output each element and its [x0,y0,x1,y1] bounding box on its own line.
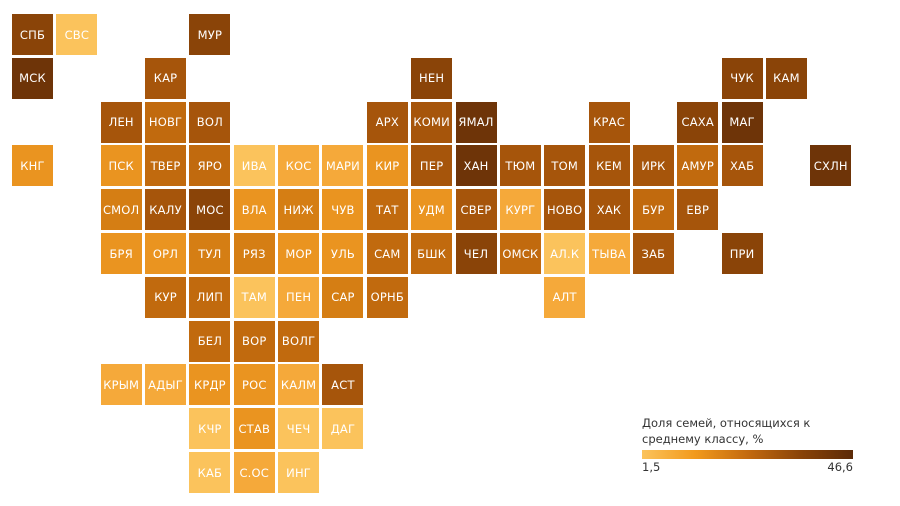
region-tile: КНГ [12,145,53,187]
region-tile: ВОР [233,320,275,362]
region-tile: ЛЕН [100,101,142,143]
region-tile: МОР [278,233,320,274]
region-tile: ПРИ [721,233,763,274]
region-tile: ХАБ [721,145,763,187]
region-tile: НЕН [411,57,453,99]
region-tile: АДЫГ [145,364,187,406]
region-tile: ВОЛ [189,101,231,143]
region-tile: НОВО [544,189,586,231]
region-tile: ИВА [233,145,275,187]
region-tile: ДАГ [322,408,364,450]
legend-title: Доля семей, относящихся к среднему класс… [642,416,811,446]
region-tile: ЧУК [721,57,763,99]
region-tile: ЯМАЛ [455,101,497,143]
region-tile: МУР [189,14,231,55]
region-tile: РЯЗ [233,233,275,274]
region-tile: ЛИП [189,276,231,318]
region-tile: УДМ [411,189,453,231]
region-tile: ИНГ [278,452,320,493]
region-tile: ТОМ [544,145,586,187]
region-tile: САР [322,276,364,318]
region-tile: МАГ [721,101,763,143]
region-tile: АРХ [366,101,408,143]
region-tile: КАЛУ [145,189,187,231]
region-tile: ОМСК [499,233,541,274]
region-tile: ТУЛ [189,233,231,274]
region-tile: СВС [56,14,98,55]
region-tile: АЛТ [544,276,586,318]
region-tile: СПБ [12,14,53,55]
region-tile: ТАМ [233,276,275,318]
region-tile: КАБ [189,452,231,493]
region-tile: КОС [278,145,320,187]
legend-labels: 1,5 46,6 [642,460,853,474]
region-tile: ТАТ [366,189,408,231]
region-tile: КУР [145,276,187,318]
region-tile: НОВГ [145,101,187,143]
region-tile: БРЯ [100,233,142,274]
region-tile: БУР [632,189,674,231]
region-tile: АСТ [322,364,364,406]
region-tile: БШК [411,233,453,274]
region-tile: КЧР [189,408,231,450]
region-tile: СТАВ [233,408,275,450]
region-tile: КРДР [189,364,231,406]
region-tile: ЯРО [189,145,231,187]
region-tile: АЛ.К [544,233,586,274]
region-tile: ЕВР [677,189,719,231]
region-tile: МОС [189,189,231,231]
region-tile: С.ОС [233,452,275,493]
region-tile: КРЫМ [100,364,142,406]
region-tile: ЗАБ [632,233,674,274]
region-tile: ЧЕЛ [455,233,497,274]
region-tile: КАЛМ [278,364,320,406]
region-tile: КРАС [588,101,630,143]
region-tile: САХА [677,101,719,143]
region-tile: БЕЛ [189,320,231,362]
region-tile: ВЛА [233,189,275,231]
region-tile: РОС [233,364,275,406]
legend: Доля семей, относящихся к среднему класс… [642,415,856,474]
region-tile: МАРИ [322,145,364,187]
region-tile: КАР [145,57,187,99]
region-tile: ВОЛГ [278,320,320,362]
region-tile: ТЮМ [499,145,541,187]
legend-max-label: 46,6 [827,460,853,474]
region-tile: ОРЛ [145,233,187,274]
region-tile: ПСК [100,145,142,187]
region-tile: КУРГ [499,189,541,231]
region-tile: ЧЕЧ [278,408,320,450]
region-tile: КАМ [765,57,807,99]
region-tile: АМУР [677,145,719,187]
region-tile: СМОЛ [100,189,142,231]
region-tile: ТВЕР [145,145,187,187]
region-tile: МСК [12,57,53,99]
region-tile: КИР [366,145,408,187]
region-tile: СХЛН [810,145,852,187]
legend-color-scale [642,450,853,459]
region-tile: ТЫВА [588,233,630,274]
region-tile: УЛЬ [322,233,364,274]
region-tile: ОРНБ [366,276,408,318]
legend-min-label: 1,5 [642,460,661,474]
region-tile: САМ [366,233,408,274]
region-tile: ПЕН [278,276,320,318]
region-tile: КЕМ [588,145,630,187]
region-tile: ЧУВ [322,189,364,231]
region-tile: ХАК [588,189,630,231]
region-tile: ХАН [455,145,497,187]
region-tile: ИРК [632,145,674,187]
region-tile: КОМИ [411,101,453,143]
region-tile: ПЕР [411,145,453,187]
region-tile: НИЖ [278,189,320,231]
region-tile: СВЕР [455,189,497,231]
